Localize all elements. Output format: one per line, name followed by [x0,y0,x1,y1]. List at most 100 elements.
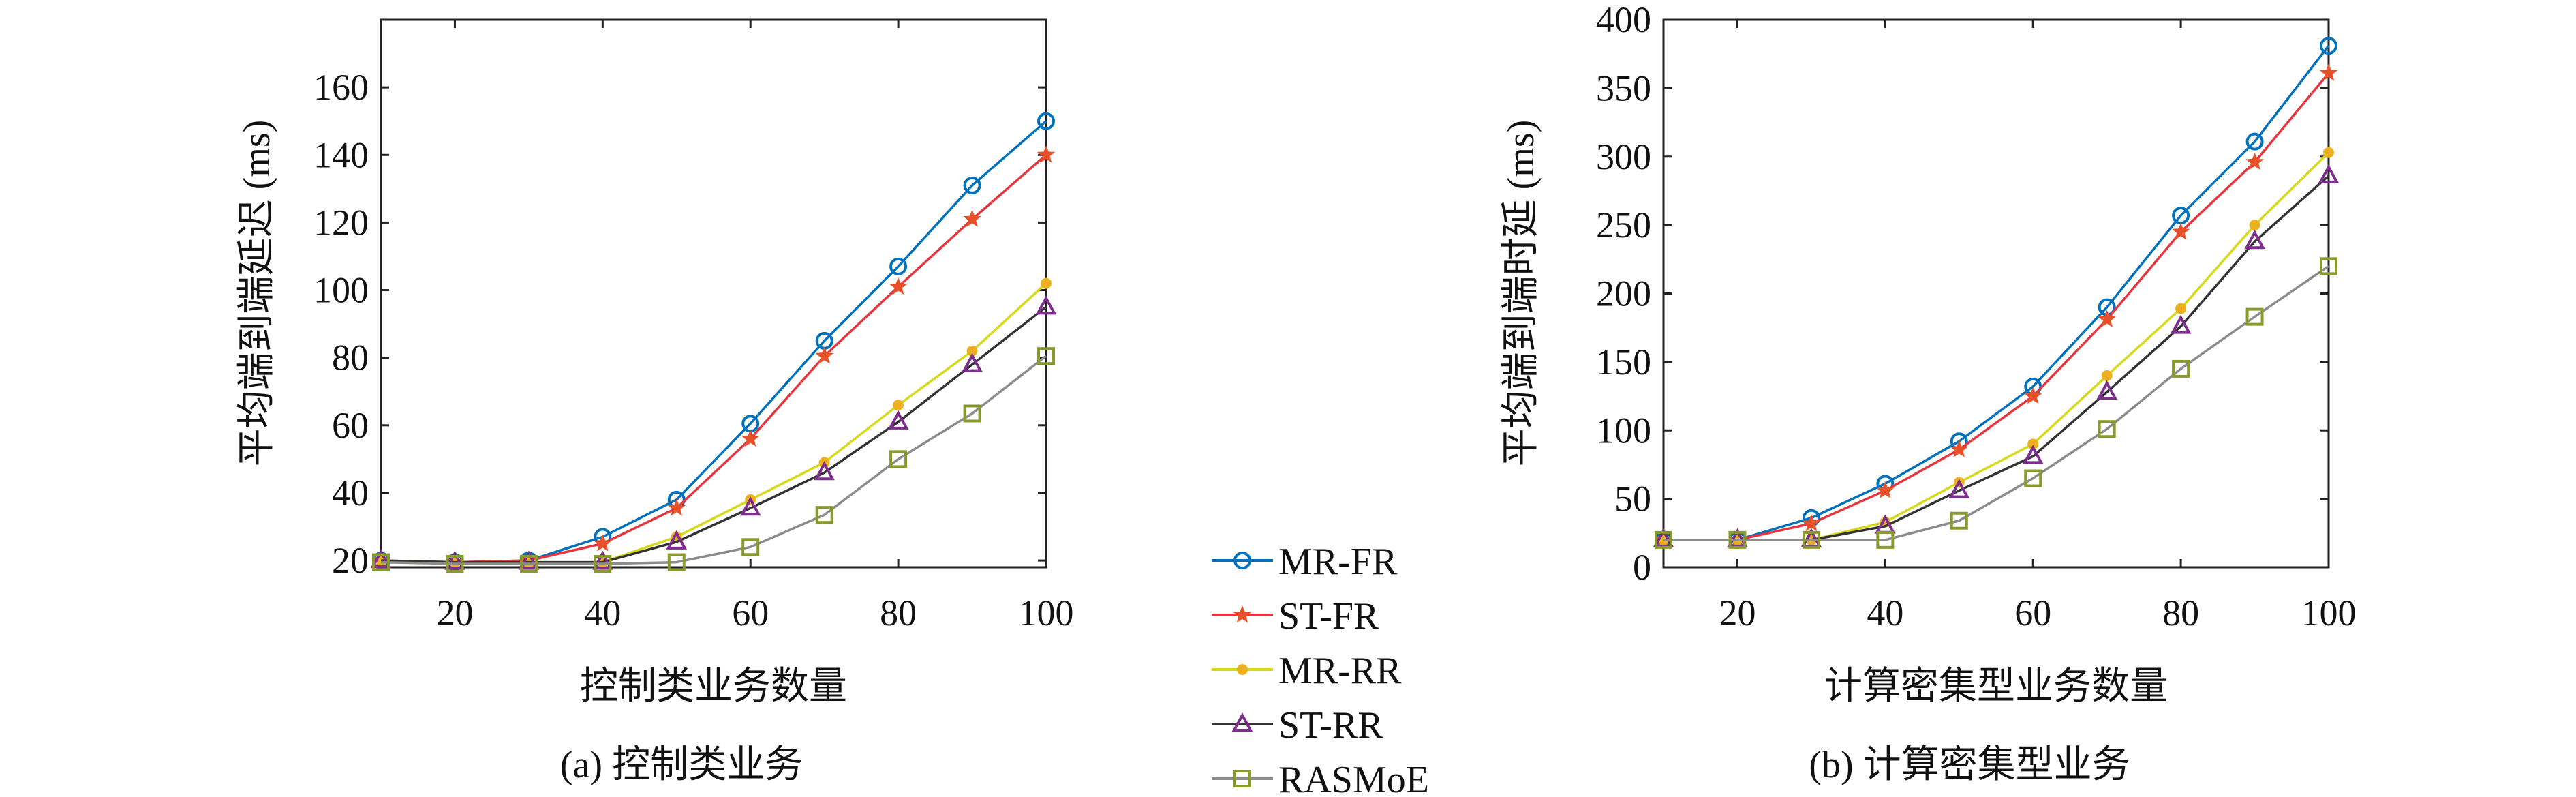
data-point [370,548,392,569]
y-tick-label: 80 [332,337,369,378]
legend-marker [1233,770,1251,787]
xlabel-a: 控制类业务数量 [580,665,847,708]
data-point [446,555,464,573]
series-st-fr [1654,63,2338,548]
y-tick-label: 350 [1596,67,1651,108]
y-tick-label: 20 [332,540,369,581]
legend-marker [1231,712,1253,732]
series-st-fr [371,145,1056,570]
y-tick-label: 50 [1614,479,1651,520]
series-line [1663,175,2330,541]
series-mr-fr [372,112,1055,571]
x-tick-label: 60 [2014,592,2051,633]
data-point [963,176,981,194]
caption-a: (a) 控制类业务 [560,744,803,786]
y-tick-label: 60 [332,405,369,446]
data-point [594,555,612,573]
x-tick-label: 40 [584,592,621,633]
data-point [2023,387,2042,404]
data-point [741,429,760,447]
x-tick-label: 60 [732,592,769,633]
data-point [1041,277,1052,289]
series-rasmoe [1655,257,2337,549]
ylabel-b: 平均端到端时延 (ms) [1500,120,1542,467]
legend-entry-st-rr: ST-RR [1212,704,1383,747]
data-point [893,400,904,411]
data-point [1035,295,1057,315]
x-tick-label: 80 [880,592,917,633]
legend-entry-rasmoe: RASMoE [1212,759,1429,797]
data-point [2323,147,2334,158]
data-point [2024,469,2042,487]
data-point [667,553,686,571]
data-point [666,530,688,550]
data-point [2244,230,2265,250]
series-line [380,282,1047,564]
data-point [444,550,465,570]
y-tick-label: 400 [1596,0,1651,40]
ylabel-a: 平均端到端延迟 (ms) [236,120,278,467]
legend-label: MR-FR [1278,541,1398,583]
series-line [380,355,1047,565]
axes-box [380,18,1047,569]
legend-entry-mr-fr: MR-FR [1212,541,1398,583]
legend-entry-mr-rr: MR-RR [1212,650,1402,692]
data-point [2096,380,2118,400]
y-tick-label: 150 [1596,342,1651,382]
xlabel-b: 计算密集型业务数量 [1824,665,2168,708]
data-point [2319,63,2338,81]
data-point [739,496,761,516]
data-point [2245,307,2264,326]
data-point [372,553,390,571]
data-point [815,346,833,364]
x-tick-label: 20 [436,592,473,633]
series-mr-fr [1655,37,2337,549]
x-tick-label: 20 [1719,592,1755,633]
data-point [2245,132,2264,151]
data-point [741,538,760,556]
data-point [1950,511,1968,530]
data-point [667,498,686,516]
series-st-rr [370,295,1057,570]
series-line [380,305,1047,564]
data-point [2098,420,2116,438]
series-line [1663,151,2330,541]
series-line [1663,72,2330,541]
legend: MR-FR ST-FR MR-RR ST-RR RASMoE [1212,541,1429,797]
data-point [1037,347,1055,365]
data-point [2101,370,2113,381]
data-point [594,534,612,552]
data-point [1950,440,1969,457]
data-point [889,257,908,275]
y-tick-label: 100 [313,270,369,311]
y-tick-label: 140 [313,134,369,175]
legend-marker [1237,664,1248,675]
series-rasmoe [372,347,1055,573]
chart-b: (b) 计算密集型业务 计算密集型业务数量 平均端到端时延 (ms) 20 40 6… [1500,0,2357,786]
x-tick-label: 100 [1019,592,1074,633]
data-point [592,550,613,570]
data-point [1728,530,1747,549]
series-st-rr [1653,164,2340,547]
x-tick-label: 100 [2301,592,2357,633]
x-tick-label: 40 [1867,592,1903,633]
y-tick-label: 120 [313,202,369,243]
y-tick-label: 200 [1596,273,1651,314]
data-point [1802,513,1821,532]
legend-label: RASMoE [1278,759,1429,794]
legend-entry-st-fr: ST-FR [1212,595,1379,637]
data-point [1802,530,1820,549]
data-point [2320,257,2337,275]
series-mr-rr [1658,147,2334,545]
y-tick-label: 0 [1633,547,1651,588]
data-point [2172,359,2190,378]
y-tick-label: 250 [1596,205,1651,245]
legend-marker [1233,605,1252,623]
data-point [1876,530,1895,549]
data-point [2175,303,2187,314]
legend-label: MR-RR [1278,650,1402,692]
legend-label: ST-FR [1278,595,1379,637]
series-line [1663,265,2329,541]
data-point [2098,310,2116,327]
caption-b: (b) 计算密集型业务 [1809,744,2130,786]
